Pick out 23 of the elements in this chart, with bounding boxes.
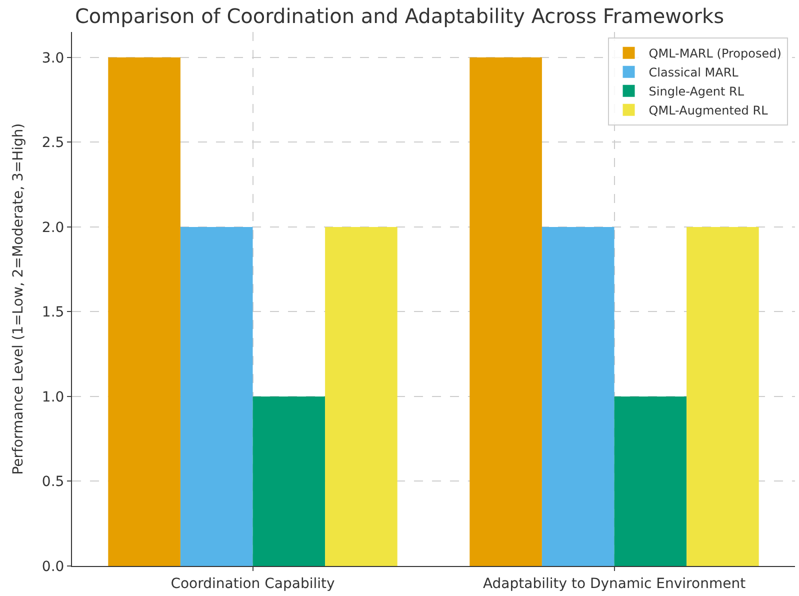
y-tick-label: 2.0 (42, 220, 64, 236)
bar (542, 226, 614, 566)
y-tick-label: 0.5 (42, 474, 64, 490)
bar (180, 226, 253, 566)
bar (686, 226, 759, 566)
bar (108, 57, 180, 566)
x-tick-label: Coordination Capability (170, 576, 335, 592)
legend-label: Single-Agent RL (648, 84, 744, 99)
y-tick-label: 1.0 (42, 389, 64, 406)
y-tick-label: 1.5 (42, 304, 64, 321)
y-tick-label: 3.0 (42, 50, 64, 66)
bar (614, 396, 687, 566)
y-tick-label: 2.5 (42, 135, 64, 152)
x-tick-label: Adaptability to Dynamic Environment (482, 576, 746, 592)
legend-label: Classical MARL (648, 66, 739, 80)
y-axis-title: Performance Level (1=Low, 2=Moderate, 3=High) (10, 123, 27, 475)
chart-title: Comparison of Coordination and Adaptability Across Frameworks (74, 4, 724, 28)
legend-label: QML-Augmented RL (648, 104, 768, 118)
legend-label: QML-MARL (Proposed) (648, 46, 782, 61)
bar (325, 226, 398, 566)
y-tick-label: 0.0 (42, 558, 64, 575)
bar (252, 396, 326, 566)
bar (470, 57, 542, 566)
